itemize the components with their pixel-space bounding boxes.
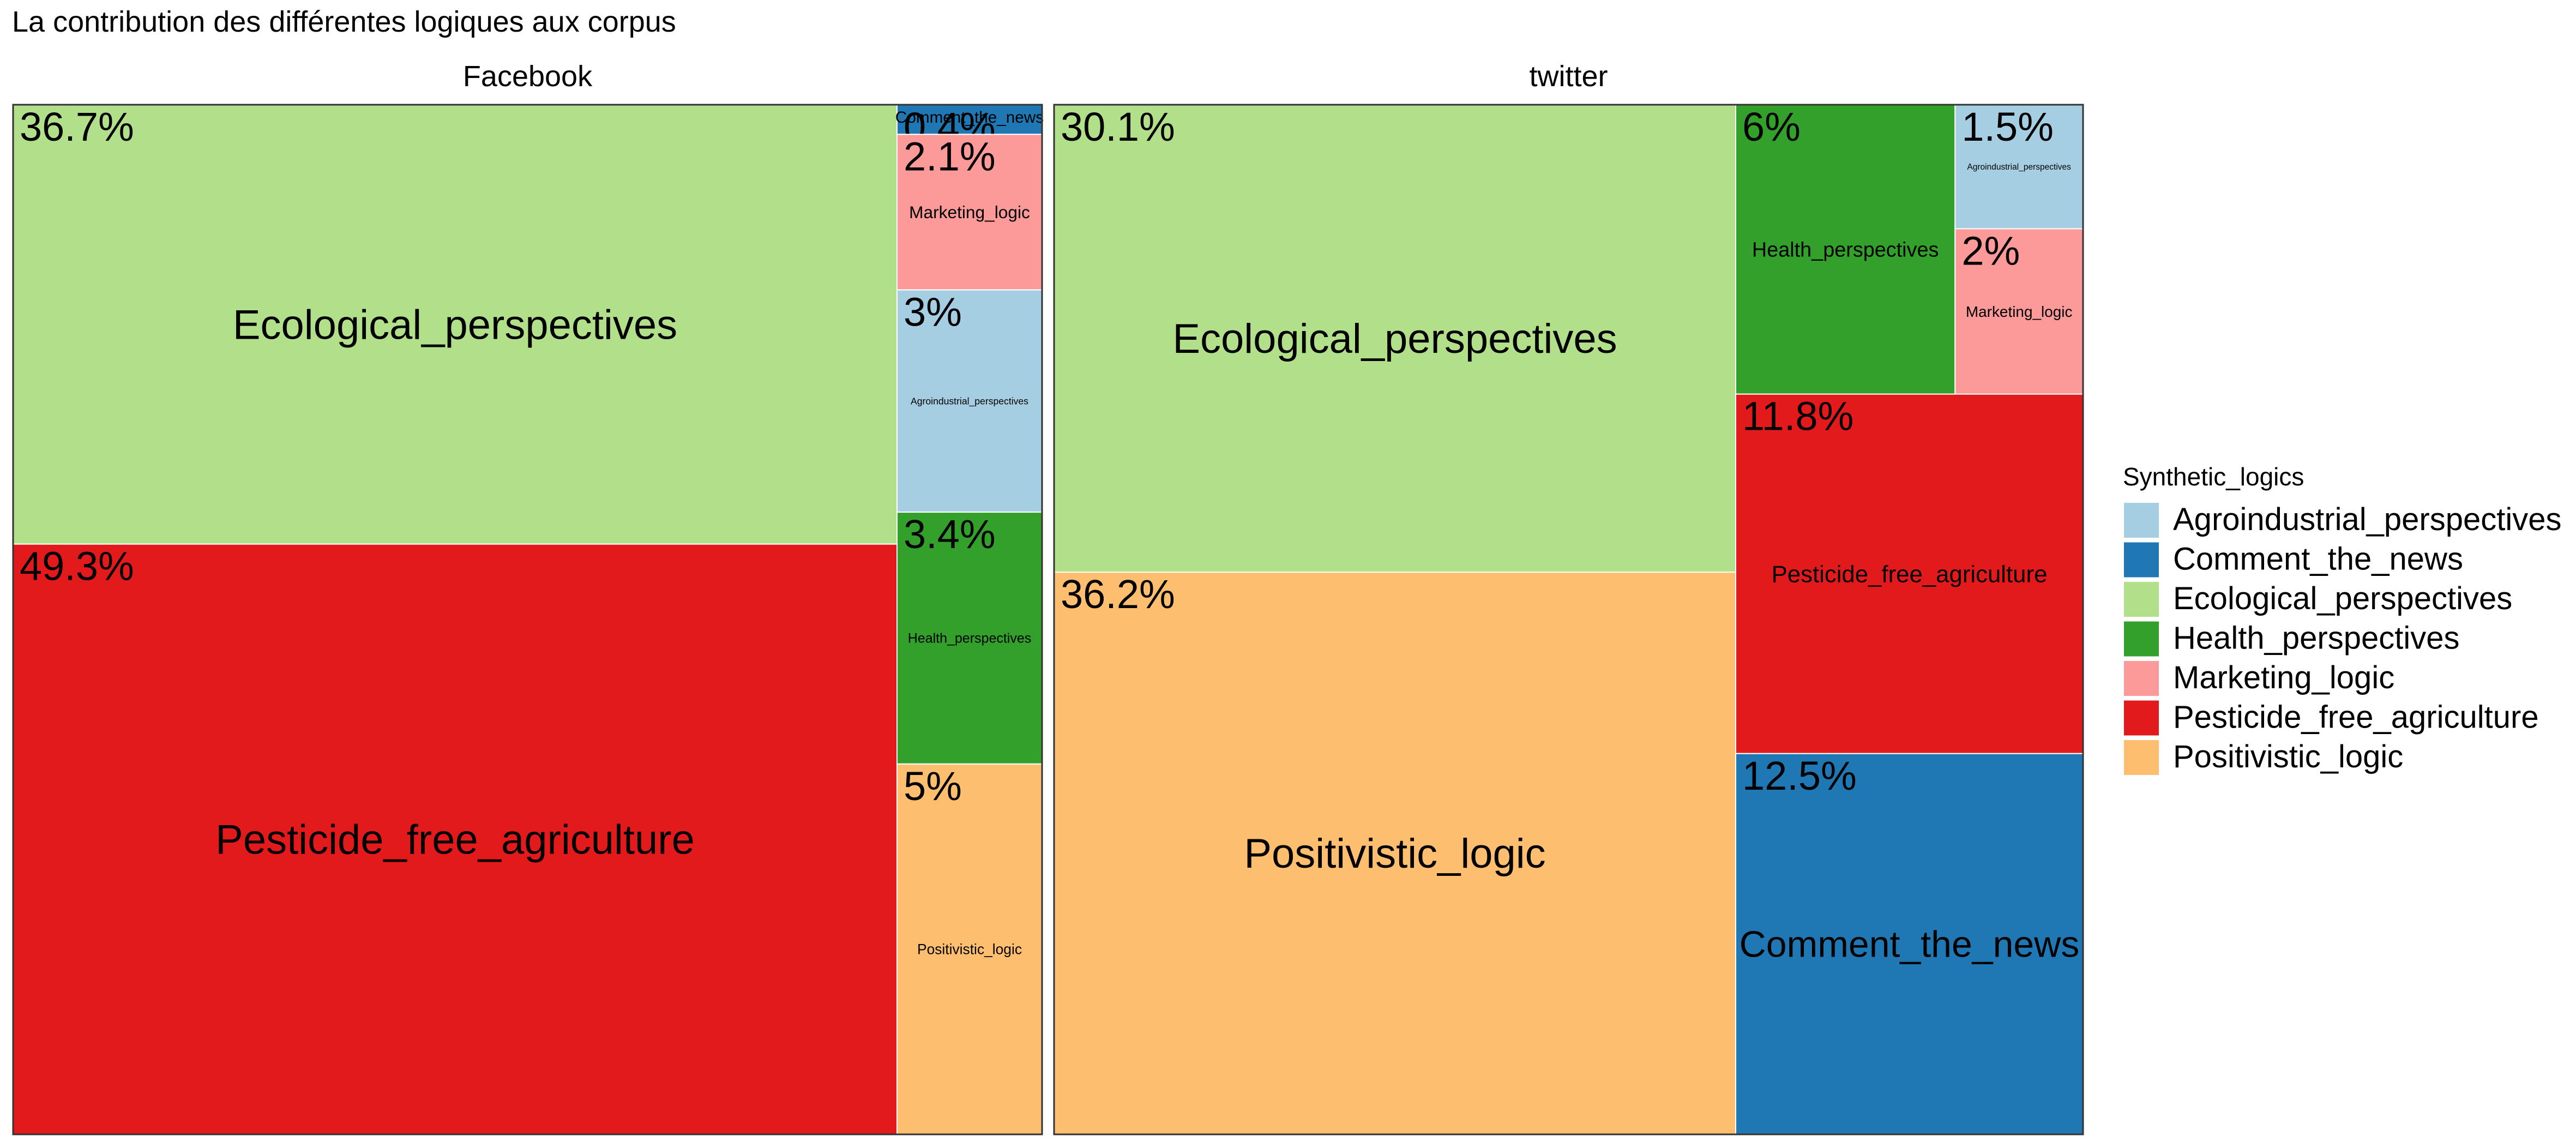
- cell-percent-ecological-perspectives: 30.1%: [1061, 104, 1175, 149]
- legend-swatch-marketing-logic: [2124, 661, 2159, 696]
- cell-label-positivistic-logic: Positivistic_logic: [1244, 831, 1545, 877]
- cell-percent-positivistic-logic: 36.2%: [1061, 572, 1175, 617]
- cell-rect-agroindustrial-perspectives: [1954, 104, 2084, 230]
- legend-label-positivistic-logic: Positivistic_logic: [2173, 739, 2403, 774]
- legend-item-positivistic-logic: Positivistic_logic: [2124, 739, 2403, 775]
- legend-swatch-ecological-perspectives: [2124, 582, 2159, 617]
- legend-item-comment-the-news: Comment_the_news: [2124, 542, 2463, 578]
- cell-label-pesticide-free-agriculture: Pesticide_free_agriculture: [1772, 561, 2048, 588]
- cell-label-ecological-perspectives: Ecological_perspectives: [1172, 316, 1617, 362]
- cell-label-positivistic-logic: Positivistic_logic: [917, 941, 1022, 958]
- legend-item-agroindustrial-perspectives: Agroindustrial_perspectives: [2124, 502, 2561, 538]
- treemap-cell-pesticide-free-agriculture: 49.3% Pesticide_free_agriculture: [13, 543, 898, 1135]
- cell-rect-pesticide-free-agriculture: [1735, 393, 2084, 754]
- legend-item-pesticide-free-agriculture: Pesticide_free_agriculture: [2124, 700, 2539, 736]
- legend-swatch-health-perspectives: [2124, 621, 2159, 657]
- cell-label-ecological-perspectives: Ecological_perspectives: [233, 302, 677, 348]
- cell-rect-positivistic-logic: [896, 763, 1043, 1135]
- legend-label-comment-the-news: Comment_the_news: [2173, 542, 2463, 577]
- chart-title: La contribution des différentes logiques…: [12, 5, 676, 38]
- cell-label-pesticide-free-agriculture: Pesticide_free_agriculture: [215, 816, 695, 863]
- legend-swatch-comment-the-news: [2124, 542, 2159, 578]
- legend-item-ecological-perspectives: Ecological_perspectives: [2124, 581, 2512, 617]
- treemap-cell-agroindustrial-perspectives: 3% Agroindustrial_perspectives: [896, 289, 1043, 513]
- cell-percent-comment-the-news: 12.5%: [1742, 753, 1857, 798]
- treemap-cell-ecological-perspectives: 36.7% Ecological_perspectives: [13, 104, 898, 545]
- panel-border-facebook: [12, 104, 1043, 1135]
- panel-twitter: twitter 30.1% Ecological_perspectives 36.2%…: [1053, 60, 2084, 1135]
- cell-percent-positivistic-logic: 5%: [904, 764, 962, 809]
- cell-rect-marketing-logic: [1954, 228, 2084, 395]
- legend: Synthetic_logics Agroindustrial_perspecti…: [2123, 462, 2561, 775]
- legend-swatch-positivistic-logic: [2124, 740, 2159, 775]
- cell-rect-agroindustrial-perspectives: [896, 289, 1043, 513]
- cell-rect-ecological-perspectives: [13, 104, 898, 545]
- cell-label-comment-the-news: Comment_the_news: [895, 109, 1044, 127]
- treemap-cell-pesticide-free-agriculture: 11.8% Pesticide_free_agriculture: [1735, 393, 2084, 754]
- cell-label-health-perspectives: Health_perspectives: [908, 631, 1032, 646]
- panel-title-facebook: Facebook: [463, 60, 593, 93]
- cell-rect-positivistic-logic: [1054, 572, 1736, 1135]
- treemap-cell-marketing-logic: 2.1% Marketing_logic: [896, 134, 1043, 291]
- treemap-cell-agroindustrial-perspectives: 1.5% Agroindustrial_perspectives: [1954, 104, 2084, 230]
- cell-label-marketing-logic: Marketing_logic: [1966, 303, 2073, 320]
- treemap-cell-comment-the-news: 12.5% Comment_the_news: [1735, 753, 2084, 1135]
- cell-label-marketing-logic: Marketing_logic: [909, 202, 1030, 222]
- panel-facebook: Facebook 36.7% Ecological_perspectives 49.3…: [12, 60, 1044, 1135]
- treemap-cell-marketing-logic: 2% Marketing_logic: [1954, 228, 2084, 395]
- cell-percent-agroindustrial-perspectives: 3%: [904, 290, 962, 335]
- legend-swatch-agroindustrial-perspectives: [2124, 503, 2159, 538]
- treemap-cell-positivistic-logic: 36.2% Positivistic_logic: [1054, 572, 1736, 1135]
- legend-item-marketing-logic: Marketing_logic: [2124, 660, 2394, 696]
- cell-label-agroindustrial-perspectives: Agroindustrial_perspectives: [1967, 163, 2071, 172]
- legend-label-pesticide-free-agriculture: Pesticide_free_agriculture: [2173, 700, 2539, 735]
- cell-label-comment-the-news: Comment_the_news: [1740, 924, 2080, 965]
- cell-percent-pesticide-free-agriculture: 49.3%: [20, 544, 134, 589]
- legend-label-health-perspectives: Health_perspectives: [2173, 621, 2460, 656]
- cell-rect-comment-the-news: [1735, 753, 2084, 1135]
- legend-label-marketing-logic: Marketing_logic: [2173, 660, 2394, 695]
- legend-swatch-pesticide-free-agriculture: [2124, 700, 2159, 736]
- legend-label-agroindustrial-perspectives: Agroindustrial_perspectives: [2173, 502, 2561, 537]
- treemap-cell-positivistic-logic: 5% Positivistic_logic: [896, 763, 1043, 1135]
- panel-border-twitter: [1053, 104, 2084, 1135]
- cell-percent-marketing-logic: 2.1%: [904, 134, 996, 179]
- cell-percent-health-perspectives: 3.4%: [904, 512, 996, 557]
- cell-rect-marketing-logic: [896, 134, 1043, 291]
- cell-percent-pesticide-free-agriculture: 11.8%: [1742, 394, 1853, 439]
- cell-label-health-perspectives: Health_perspectives: [1752, 239, 1939, 262]
- cell-rect-pesticide-free-agriculture: [13, 543, 898, 1135]
- cell-percent-health-perspectives: 6%: [1742, 104, 1801, 149]
- treemap-cell-health-perspectives: 3.4% Health_perspectives: [896, 512, 1043, 765]
- legend-label-ecological-perspectives: Ecological_perspectives: [2173, 581, 2512, 616]
- cell-percent-marketing-logic: 2%: [1961, 228, 2020, 273]
- cell-label-agroindustrial-perspectives: Agroindustrial_perspectives: [911, 395, 1028, 407]
- cell-percent-agroindustrial-perspectives: 1.5%: [1961, 104, 2054, 149]
- cell-rect-health-perspectives: [896, 512, 1043, 765]
- cell-rect-ecological-perspectives: [1054, 104, 1736, 573]
- treemap-cell-ecological-perspectives: 30.1% Ecological_perspectives: [1054, 104, 1736, 573]
- cell-percent-ecological-perspectives: 36.7%: [20, 104, 134, 149]
- legend-title: Synthetic_logics: [2123, 462, 2304, 491]
- treemap-cell-health-perspectives: 6% Health_perspectives: [1735, 104, 1956, 395]
- panel-title-twitter: twitter: [1529, 60, 1608, 93]
- legend-item-health-perspectives: Health_perspectives: [2124, 621, 2460, 657]
